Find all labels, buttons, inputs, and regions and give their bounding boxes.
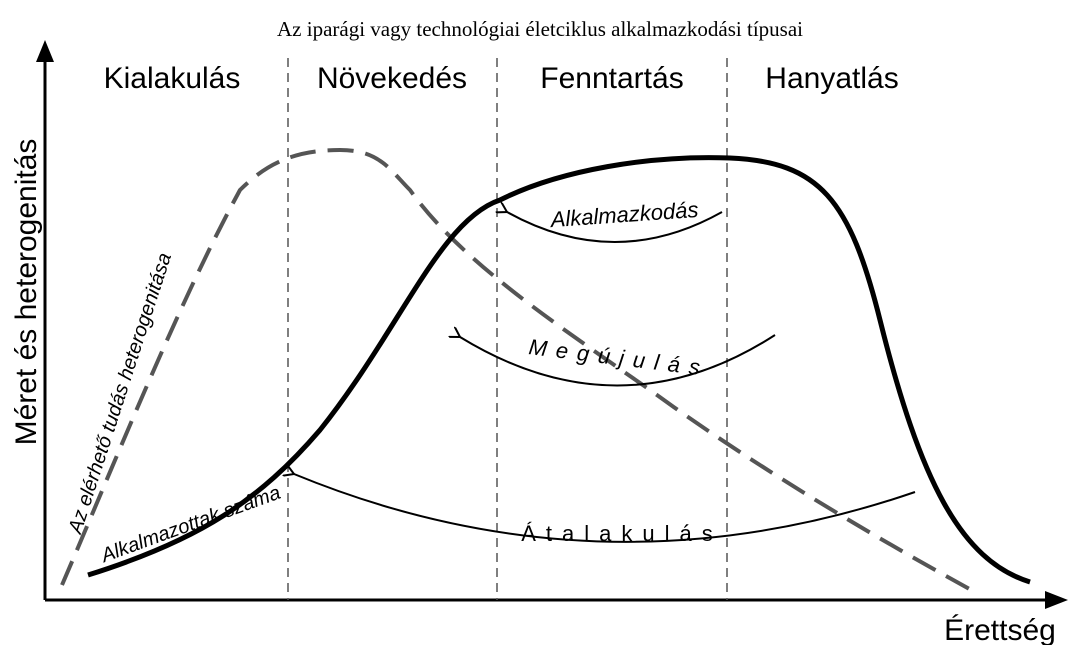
phase-label: Növekedés (317, 62, 467, 95)
arrow (460, 335, 776, 387)
employee-curve (87, 155, 1031, 585)
x-axis-label: Érettség (944, 614, 1056, 645)
y-axis-arrow (36, 40, 54, 62)
arrow (507, 212, 723, 243)
title: Az iparági vagy technológiai életciklus … (277, 17, 803, 41)
curve-label: Az elérhető tudás heterogenitása (64, 250, 176, 537)
phase-label: Hanyatlás (765, 62, 898, 95)
arrow-label: Megújulás (527, 334, 710, 381)
y-axis-label: Méret és heterogenitás (10, 139, 43, 446)
curve-label: Alkalmazottak száma (97, 482, 283, 568)
arrow-label: Átalakulás (521, 521, 723, 546)
phase-dividers (287, 58, 728, 600)
arrow-label: Alkalmazkodás (548, 197, 699, 232)
phase-label: Kialakulás (104, 62, 241, 95)
knowledge-curve (60, 147, 976, 594)
arrow (294, 474, 916, 543)
phase-label: Fenntartás (540, 62, 683, 95)
x-axis-arrow (1045, 591, 1068, 609)
